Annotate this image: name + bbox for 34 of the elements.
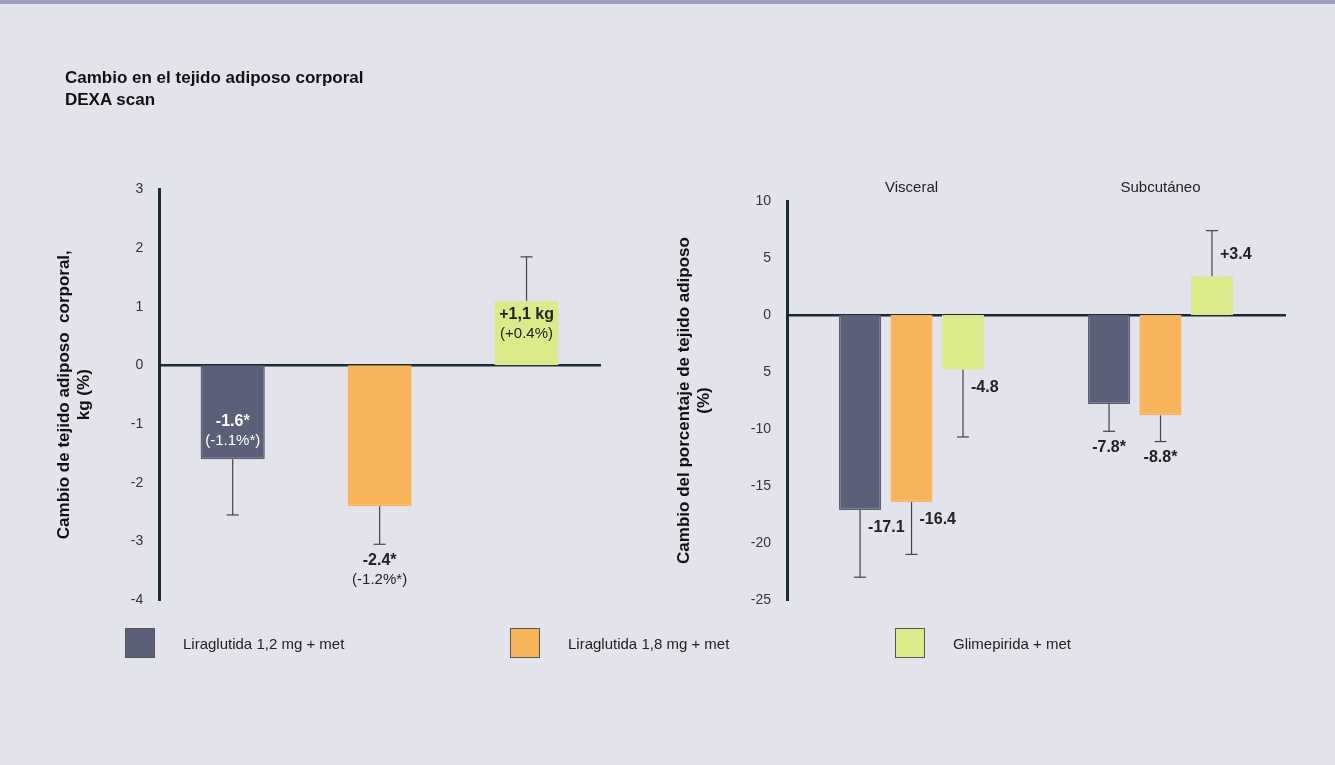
y-tick-label: -2 (130, 473, 144, 490)
legend-label: Glimepirida + met (953, 634, 1071, 652)
data-label: +3.4 (1219, 244, 1252, 262)
data-label: -8.8* (1143, 447, 1179, 465)
y-tick-label: 5 (763, 362, 772, 379)
y-tick-label: 0 (135, 356, 144, 373)
legend-label: Liraglutida 1,8 mg + met (568, 634, 730, 652)
data-label: -2.4* (-1.2%*) (352, 550, 408, 587)
y-tick-label: 2 (135, 238, 144, 255)
legend-label: Liraglutida 1,2 mg + met (183, 634, 345, 652)
y-tick-label: -25 (750, 590, 772, 607)
y-tick-label: 3 (135, 180, 144, 197)
y-tick-label: -20 (750, 533, 772, 550)
data-label: -4.8 (970, 378, 999, 396)
y-tick-label: -15 (750, 476, 772, 493)
y-tick-label: -4 (130, 590, 144, 607)
data-label: -16.4 (919, 510, 957, 528)
y-axis-title: Cambio del porcentaje de tejido adiposo (%) (673, 237, 714, 564)
data-label: -17.1 (868, 518, 905, 536)
y-tick-label: -1 (130, 414, 144, 431)
chart-subtitle: DEXA scan (65, 89, 157, 111)
y-tick-label: 10 (755, 191, 772, 208)
y-tick-label: -3 (130, 532, 144, 549)
y-tick-label: -10 (750, 419, 772, 436)
x-tick-label: Visceral (884, 178, 939, 196)
chart-title: Cambio en el tejido adiposo corporal (65, 67, 364, 89)
data-label: -7.8* (1092, 437, 1127, 455)
y-tick-label: 1 (135, 297, 144, 314)
data-label: +1,1 kg (+0.4%) (499, 305, 554, 342)
y-tick-label: 5 (763, 248, 772, 265)
y-axis-title: Cambio de tejido adiposo corporal, kg (%) (53, 250, 94, 540)
data-label: -1.6* (-1.1%*) (205, 411, 261, 448)
y-tick-label: 0 (763, 305, 772, 322)
x-tick-label: Subcutáneo (1120, 178, 1201, 196)
